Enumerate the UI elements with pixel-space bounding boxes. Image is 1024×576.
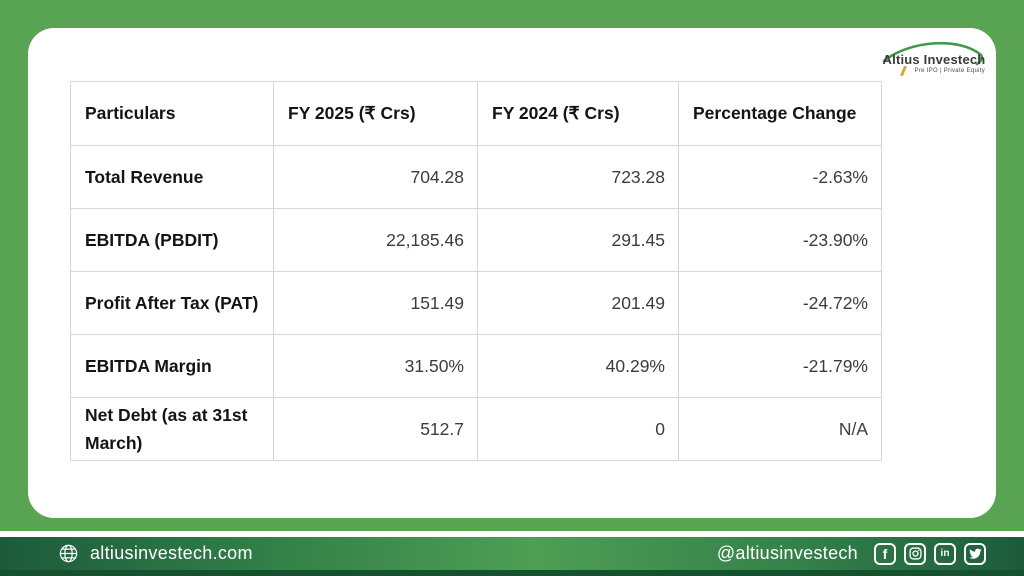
- fy2024-value: 291.45: [477, 208, 679, 272]
- row-label: EBITDA Margin: [70, 334, 274, 398]
- footer-website-link[interactable]: altiusinvestech.com: [90, 543, 253, 563]
- twitter-icon[interactable]: [964, 542, 986, 565]
- change-value: -23.90%: [678, 208, 882, 272]
- change-value: -24.72%: [678, 271, 882, 335]
- footer-bottom-strip: [0, 570, 1024, 576]
- brand-logo: Altius Investech Pre IPO | Private Equit…: [880, 37, 988, 83]
- financials-table: Particulars FY 2025 (₹ Crs) FY 2024 (₹ C…: [70, 81, 882, 461]
- footer-website-group: altiusinvestech.com: [58, 543, 253, 564]
- change-value: N/A: [678, 397, 882, 461]
- row-label: Total Revenue: [70, 145, 274, 209]
- footer-social-handle: @altiusinvestech: [716, 543, 858, 563]
- change-value: -21.79%: [678, 334, 882, 398]
- fy2024-value: 0: [477, 397, 679, 461]
- table-header-row: Particulars FY 2025 (₹ Crs) FY 2024 (₹ C…: [70, 81, 882, 146]
- fy2025-value: 31.50%: [273, 334, 478, 398]
- row-label: Net Debt (as at 31st March): [70, 397, 274, 461]
- change-value: -2.63%: [678, 145, 882, 209]
- fy2025-value: 512.7: [273, 397, 478, 461]
- content-card: Altius Investech Pre IPO | Private Equit…: [28, 28, 996, 518]
- col-header-fy2024: FY 2024 (₹ Crs): [477, 81, 679, 146]
- fy2025-value: 704.28: [273, 145, 478, 209]
- fy2024-value: 201.49: [477, 271, 679, 335]
- globe-icon: [59, 544, 78, 563]
- facebook-icon[interactable]: f: [874, 542, 896, 565]
- fy2024-value: 723.28: [477, 145, 679, 209]
- instagram-icon[interactable]: [904, 542, 926, 565]
- col-header-particulars: Particulars: [70, 81, 274, 146]
- fy2025-value: 151.49: [273, 271, 478, 335]
- brand-name: Altius Investech: [882, 52, 986, 67]
- linkedin-icon[interactable]: in: [934, 542, 956, 565]
- table-row: EBITDA (PBDIT) 22,185.46 291.45 -23.90%: [70, 208, 882, 272]
- table-row: Profit After Tax (PAT) 151.49 201.49 -24…: [70, 271, 882, 335]
- table-row: EBITDA Margin 31.50% 40.29% -21.79%: [70, 334, 882, 398]
- fy2025-value: 22,185.46: [273, 208, 478, 272]
- footer-social-group: @altiusinvestech f in: [716, 542, 986, 565]
- brand-tagline: Pre IPO | Private Equity: [914, 68, 985, 74]
- footer-bar: altiusinvestech.com @altiusinvestech f i…: [0, 537, 1024, 570]
- footer-separator: [0, 531, 1024, 537]
- row-label: EBITDA (PBDIT): [70, 208, 274, 272]
- row-label: Profit After Tax (PAT): [70, 271, 274, 335]
- table-row: Total Revenue 704.28 723.28 -2.63%: [70, 145, 882, 209]
- col-header-percentage-change: Percentage Change: [678, 81, 882, 146]
- gold-accent-icon: [899, 66, 908, 76]
- financials-table-wrap: Particulars FY 2025 (₹ Crs) FY 2024 (₹ C…: [70, 81, 882, 461]
- table-row: Net Debt (as at 31st March) 512.7 0 N/A: [70, 397, 882, 461]
- col-header-fy2025: FY 2025 (₹ Crs): [273, 81, 478, 146]
- fy2024-value: 40.29%: [477, 334, 679, 398]
- logo-arc-icon: [882, 41, 984, 66]
